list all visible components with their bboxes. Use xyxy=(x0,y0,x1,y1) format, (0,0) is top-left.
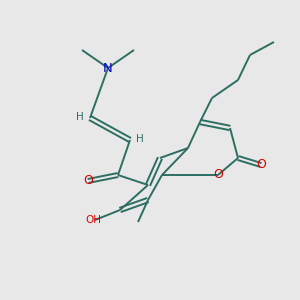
Text: H: H xyxy=(76,112,84,122)
Text: N: N xyxy=(103,61,113,74)
Text: H: H xyxy=(136,134,144,144)
Text: O: O xyxy=(256,158,266,172)
Text: O: O xyxy=(83,175,93,188)
Text: OH: OH xyxy=(85,215,101,225)
Text: O: O xyxy=(213,169,223,182)
